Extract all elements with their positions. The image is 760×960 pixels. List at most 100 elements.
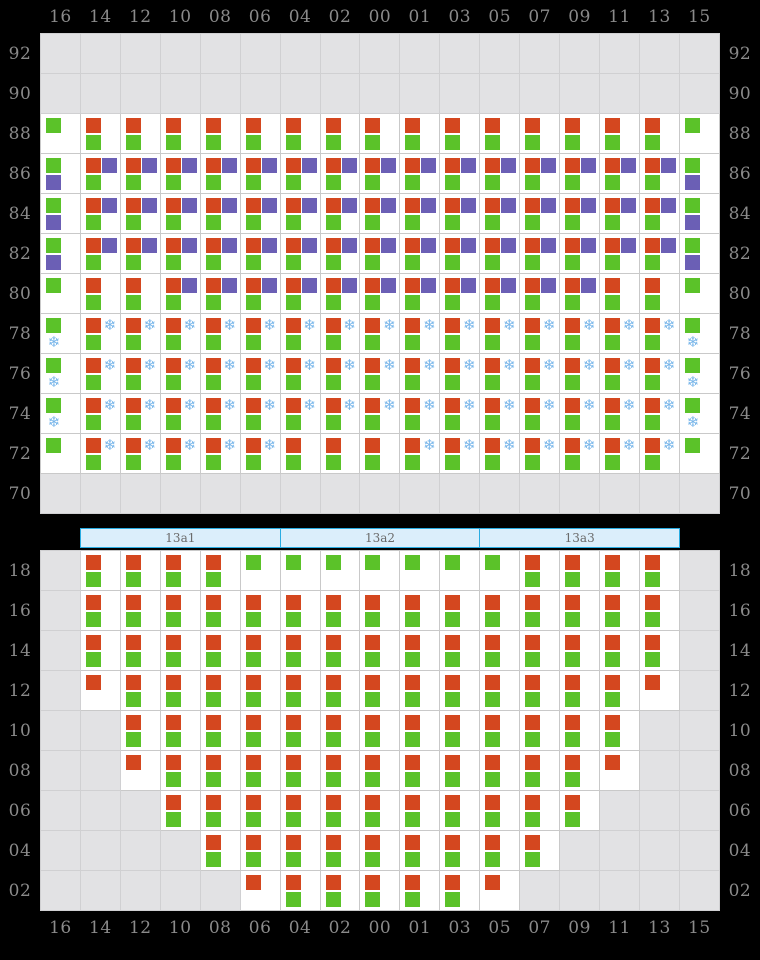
seat-cell[interactable]: ❄ — [678, 313, 720, 354]
seat-cell[interactable] — [199, 630, 241, 671]
seat-cell[interactable] — [399, 113, 441, 154]
seat-cell[interactable]: ❄ — [439, 393, 481, 434]
seat-cell[interactable] — [319, 590, 361, 631]
seat-cell[interactable] — [599, 710, 640, 751]
seat-cell[interactable] — [359, 273, 401, 314]
seat-cell[interactable] — [519, 670, 561, 711]
seat-cell[interactable] — [159, 233, 201, 274]
seat-cell[interactable] — [439, 113, 481, 154]
seat-cell[interactable] — [399, 590, 441, 631]
seat-cell[interactable] — [479, 273, 521, 314]
seat-cell[interactable]: ❄ — [519, 393, 561, 434]
seat-cell[interactable] — [239, 790, 281, 831]
seat-cell[interactable] — [119, 750, 161, 791]
seat-cell[interactable] — [439, 670, 481, 711]
seat-cell[interactable] — [319, 670, 361, 711]
seat-cell[interactable] — [279, 153, 321, 194]
seat-cell[interactable]: ❄ — [39, 353, 81, 394]
seat-cell[interactable] — [678, 153, 720, 194]
seat-cell[interactable] — [519, 193, 561, 234]
seat-cell[interactable] — [599, 113, 640, 154]
seat-cell[interactable]: ❄ — [519, 353, 561, 394]
seat-cell[interactable] — [159, 710, 201, 751]
seat-cell[interactable] — [599, 153, 640, 194]
seat-cell[interactable] — [239, 750, 281, 791]
seat-cell[interactable]: ❄ — [79, 433, 121, 474]
seat-cell[interactable] — [559, 233, 601, 274]
seat-cell[interactable] — [399, 670, 441, 711]
seat-cell[interactable] — [399, 790, 441, 831]
seat-cell[interactable] — [279, 233, 321, 274]
seat-cell[interactable]: ❄ — [239, 313, 281, 354]
seat-cell[interactable]: ❄ — [599, 433, 640, 474]
seat-cell[interactable]: ❄ — [79, 353, 121, 394]
seat-cell[interactable] — [39, 113, 81, 154]
seat-cell[interactable] — [599, 233, 640, 274]
seat-cell[interactable] — [159, 273, 201, 314]
seat-cell[interactable] — [279, 750, 321, 791]
seat-cell[interactable] — [439, 710, 481, 751]
seat-cell[interactable]: ❄ — [479, 393, 521, 434]
seat-cell[interactable]: ❄ — [599, 353, 640, 394]
seat-cell[interactable] — [359, 870, 401, 911]
seat-cell[interactable] — [479, 233, 521, 274]
seat-cell[interactable] — [479, 710, 521, 751]
seat-cell[interactable] — [239, 113, 281, 154]
seat-cell[interactable] — [639, 233, 680, 274]
seat-cell[interactable] — [399, 870, 441, 911]
seat-cell[interactable]: ❄ — [159, 433, 201, 474]
seat-cell[interactable] — [279, 870, 321, 911]
seat-cell[interactable] — [399, 830, 441, 871]
seat-cell[interactable] — [239, 153, 281, 194]
seat-cell[interactable] — [39, 153, 81, 194]
seat-cell[interactable]: ❄ — [559, 313, 601, 354]
seat-cell[interactable] — [79, 233, 121, 274]
lower-section-grid[interactable]: 18 18 16 16 14 14 12 12 10 10 08 08 06 06 04 04 02 02 16 1… — [0, 550, 760, 944]
seat-cell[interactable] — [479, 153, 521, 194]
seat-cell[interactable] — [479, 113, 521, 154]
seat-cell[interactable]: ❄ — [678, 393, 720, 434]
seat-cell[interactable] — [79, 273, 121, 314]
seat-cell[interactable] — [359, 710, 401, 751]
seat-cell[interactable] — [479, 590, 521, 631]
seat-cell[interactable] — [199, 590, 241, 631]
seat-cell[interactable] — [519, 790, 561, 831]
seat-cell[interactable] — [239, 710, 281, 751]
seat-cell[interactable] — [439, 630, 481, 671]
seat-cell[interactable]: ❄ — [639, 393, 680, 434]
seat-cell[interactable] — [279, 790, 321, 831]
seat-cell[interactable] — [479, 193, 521, 234]
seat-cell[interactable] — [639, 590, 680, 631]
seat-cell[interactable]: ❄ — [319, 353, 361, 394]
seat-cell[interactable]: ❄ — [639, 353, 680, 394]
seat-cell[interactable] — [678, 433, 720, 474]
seat-cell[interactable] — [359, 113, 401, 154]
seat-cell[interactable]: ❄ — [239, 353, 281, 394]
seat-cell[interactable]: ❄ — [399, 353, 441, 394]
seat-cell[interactable] — [199, 233, 241, 274]
seat-cell[interactable] — [559, 750, 601, 791]
seat-cell[interactable] — [199, 113, 241, 154]
seat-cell[interactable] — [199, 750, 241, 791]
seat-cell[interactable] — [439, 870, 481, 911]
seat-cell[interactable] — [79, 670, 121, 711]
seat-cell[interactable] — [39, 273, 81, 314]
seat-cell[interactable]: ❄ — [559, 393, 601, 434]
seat-cell[interactable]: ❄ — [359, 393, 401, 434]
seat-cell[interactable]: ❄ — [519, 313, 561, 354]
seat-cell[interactable] — [359, 630, 401, 671]
seat-cell[interactable]: ❄ — [399, 393, 441, 434]
seat-cell[interactable] — [279, 710, 321, 751]
seat-cell[interactable] — [678, 193, 720, 234]
seat-cell[interactable] — [199, 710, 241, 751]
seat-cell[interactable]: ❄ — [79, 393, 121, 434]
seat-cell[interactable] — [319, 790, 361, 831]
seat-cell[interactable] — [479, 670, 521, 711]
seat-cell[interactable] — [559, 113, 601, 154]
seat-cell[interactable] — [439, 750, 481, 791]
seat-cell[interactable] — [239, 830, 281, 871]
seat-cell[interactable] — [319, 433, 361, 474]
seat-cell[interactable]: ❄ — [319, 393, 361, 434]
seat-cell[interactable] — [519, 233, 561, 274]
seat-cell[interactable]: ❄ — [399, 433, 441, 474]
